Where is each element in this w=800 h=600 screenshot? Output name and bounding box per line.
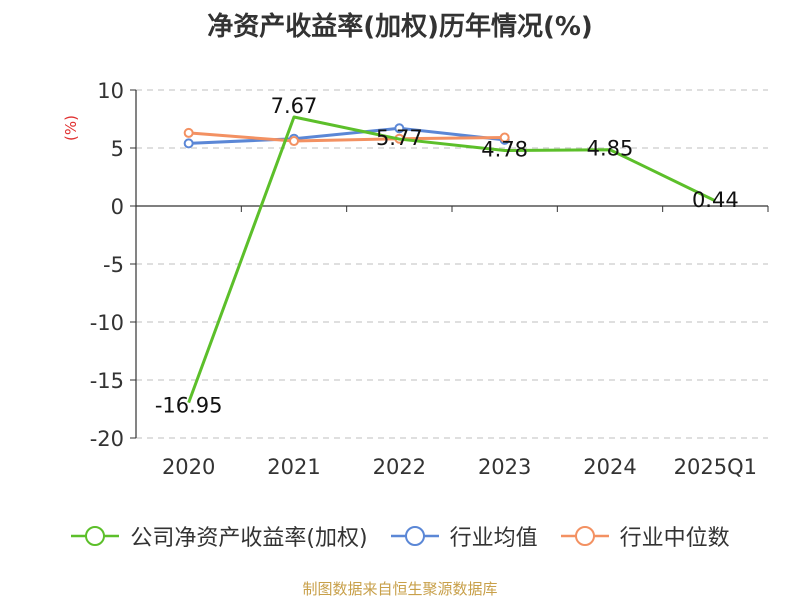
data-label: 5.77 [376,126,423,150]
y-tick-label: 10 [97,79,124,103]
data-label: 4.78 [481,138,528,162]
y-tick-label: -10 [90,311,124,335]
legend-item: 公司净资产收益率(加权) [70,520,368,552]
x-tick-label: 2021 [267,455,320,479]
y-tick-label: -15 [90,369,124,393]
chart-title: 净资产收益率(加权)历年情况(%) [207,12,593,42]
x-tick-label: 2022 [373,455,426,479]
label-layer: -16.95 7.67 5.77 4.78 4.85 0.44 [155,94,739,418]
data-label: 4.85 [587,137,634,161]
legend-label: 公司净资产收益率(加权) [130,526,368,551]
x-tick-label: 2025Q1 [674,455,757,479]
y-tick-label: 0 [111,195,124,219]
series-line [188,126,505,145]
y-tick-label: -5 [103,253,124,277]
y-axis-label: (%) [62,115,80,141]
x-tick-label: 2024 [583,455,636,479]
data-point [499,132,510,143]
series-line [187,115,716,404]
series-line [188,131,505,143]
legend-marker-icon [560,526,609,546]
series-layer [183,115,716,404]
legend: 公司净资产收益率(加权) 行业均值 行业中位数 [0,520,800,552]
data-point [394,123,405,134]
axis-layer: 10 5 0 -5 -10 -15 -20 2020 2021 2022 2023 2024 2025Q… [90,79,769,479]
y-tick-label: -20 [90,427,124,451]
legend-marker-icon [71,526,120,546]
x-tick-label: 2020 [162,455,215,479]
data-point [289,136,299,147]
legend-item: 行业中位数 [560,520,730,552]
data-point [183,138,194,149]
x-tick-label: 2023 [478,455,531,479]
legend-marker-icon [390,526,439,546]
data-label: 7.67 [271,94,318,118]
data-label: -16.95 [155,394,223,418]
legend-item: 行业均值 [390,520,538,552]
legend-label: 行业均值 [449,526,538,551]
data-point [183,127,194,138]
y-tick-label: 5 [111,137,124,161]
data-label: 0.44 [692,188,739,212]
source-note: 制图数据来自恒生聚源数据库 [302,580,498,598]
legend-label: 行业中位数 [619,526,730,551]
